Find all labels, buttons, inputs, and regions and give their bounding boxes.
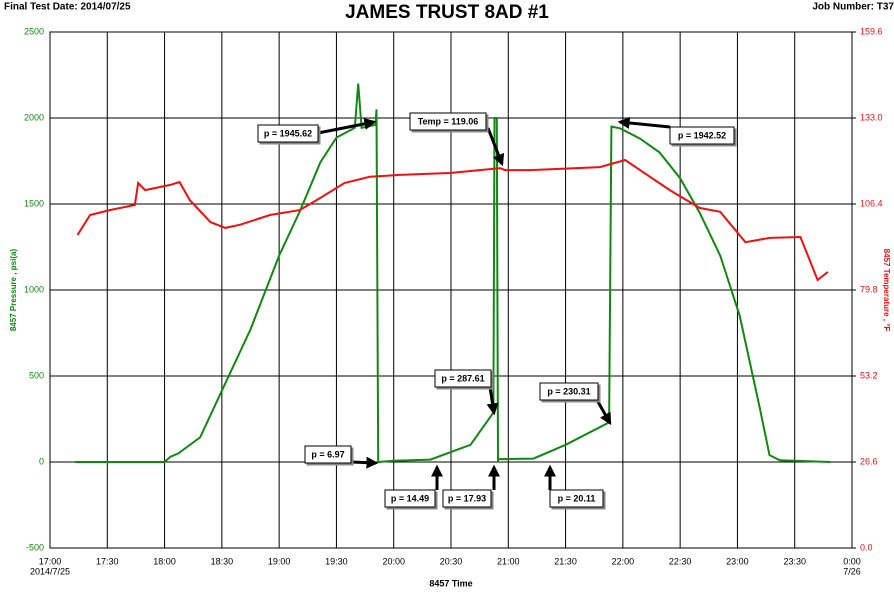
plot-frame xyxy=(49,31,853,549)
y-tick-label: 0 xyxy=(39,456,44,466)
x-axis-label: 8457 Time xyxy=(429,578,472,588)
y2-tick-label: 0.0 xyxy=(860,542,873,552)
x-tick-label: 20:00 xyxy=(382,556,405,566)
x-tick-label: 23:00 xyxy=(726,556,749,566)
x-tick-label: 19:00 xyxy=(268,556,291,566)
y-tick-label: 500 xyxy=(29,370,44,380)
y-tick-label: 2500 xyxy=(24,26,44,36)
x-tick-label: 17:30 xyxy=(96,556,119,566)
y-axis-label: 8457 Pressure , psi(a) xyxy=(9,249,18,332)
annotation-text: p = 287.61 xyxy=(441,373,484,383)
annotation-box xyxy=(257,124,319,143)
annotation-text: p = 20.11 xyxy=(558,493,596,503)
annotation-arrow xyxy=(350,456,379,469)
x-tick-label: 20:30 xyxy=(440,556,463,566)
y-tick-label: 1000 xyxy=(24,284,44,294)
annotation-box xyxy=(442,489,492,508)
y2-tick-label: 53.2 xyxy=(860,370,878,380)
x-tick-label: 22:30 xyxy=(669,556,692,566)
annotation-box xyxy=(669,126,735,145)
annotation-box xyxy=(409,112,487,131)
header-right: Job Number: T37 xyxy=(812,2,894,13)
annotation-arrow xyxy=(486,386,499,416)
series-line xyxy=(76,158,829,282)
annotation-box xyxy=(549,489,604,508)
annotation-text: p = 14.49 xyxy=(391,493,429,503)
y-tick-label: 2000 xyxy=(24,112,44,122)
y2-tick-label: 26.6 xyxy=(860,456,878,466)
y-tick-label: 1500 xyxy=(24,198,44,208)
annotation-arrow xyxy=(486,127,505,167)
annotation-text: Temp = 119.06 xyxy=(418,116,479,126)
x-tick-label: 21:30 xyxy=(554,556,577,566)
chart-title: JAMES TRUST 8AD #1 xyxy=(345,2,549,23)
x-tick-label: 22:00 xyxy=(612,556,635,566)
y2-tick-label: 106.4 xyxy=(860,198,883,208)
x-tick-label: 21:00 xyxy=(497,556,520,566)
series-line xyxy=(75,83,831,464)
x-tick-label: 18:30 xyxy=(211,556,234,566)
annotation-box xyxy=(384,489,436,508)
annotation-text: p = 6.97 xyxy=(311,449,344,459)
x-date-label: 2014/7/25 xyxy=(30,566,70,576)
annotation-box xyxy=(539,382,599,401)
annotation-arrow xyxy=(317,117,377,135)
y-tick-label: -500 xyxy=(26,542,44,552)
y2-tick-label: 159.6 xyxy=(860,26,883,36)
annotation-text: p = 17.93 xyxy=(448,493,486,503)
annotation-text: p = 1945.62 xyxy=(264,128,312,138)
annotation-text: p = 1942.52 xyxy=(678,130,726,140)
x-date-label: 7/26 xyxy=(843,566,861,576)
x-tick-label: 18:00 xyxy=(153,556,176,566)
annotation-arrow xyxy=(595,399,612,426)
annotation-box xyxy=(304,445,352,464)
annotation-box xyxy=(434,369,492,388)
x-tick-label: 17:00 xyxy=(39,556,62,566)
x-tick-label: 0:00 xyxy=(843,556,861,566)
y2-tick-label: 79.8 xyxy=(860,284,878,294)
x-tick-label: 19:30 xyxy=(325,556,348,566)
annotation-text: p = 230.31 xyxy=(547,386,590,396)
x-tick-label: 23:30 xyxy=(783,556,806,566)
y2-axis-label: 8457 Temperature , °F xyxy=(882,249,891,332)
y2-tick-label: 133.0 xyxy=(860,112,883,122)
annotation-arrow xyxy=(617,116,671,129)
header-left: Final Test Date: 2014/07/25 xyxy=(4,2,131,13)
